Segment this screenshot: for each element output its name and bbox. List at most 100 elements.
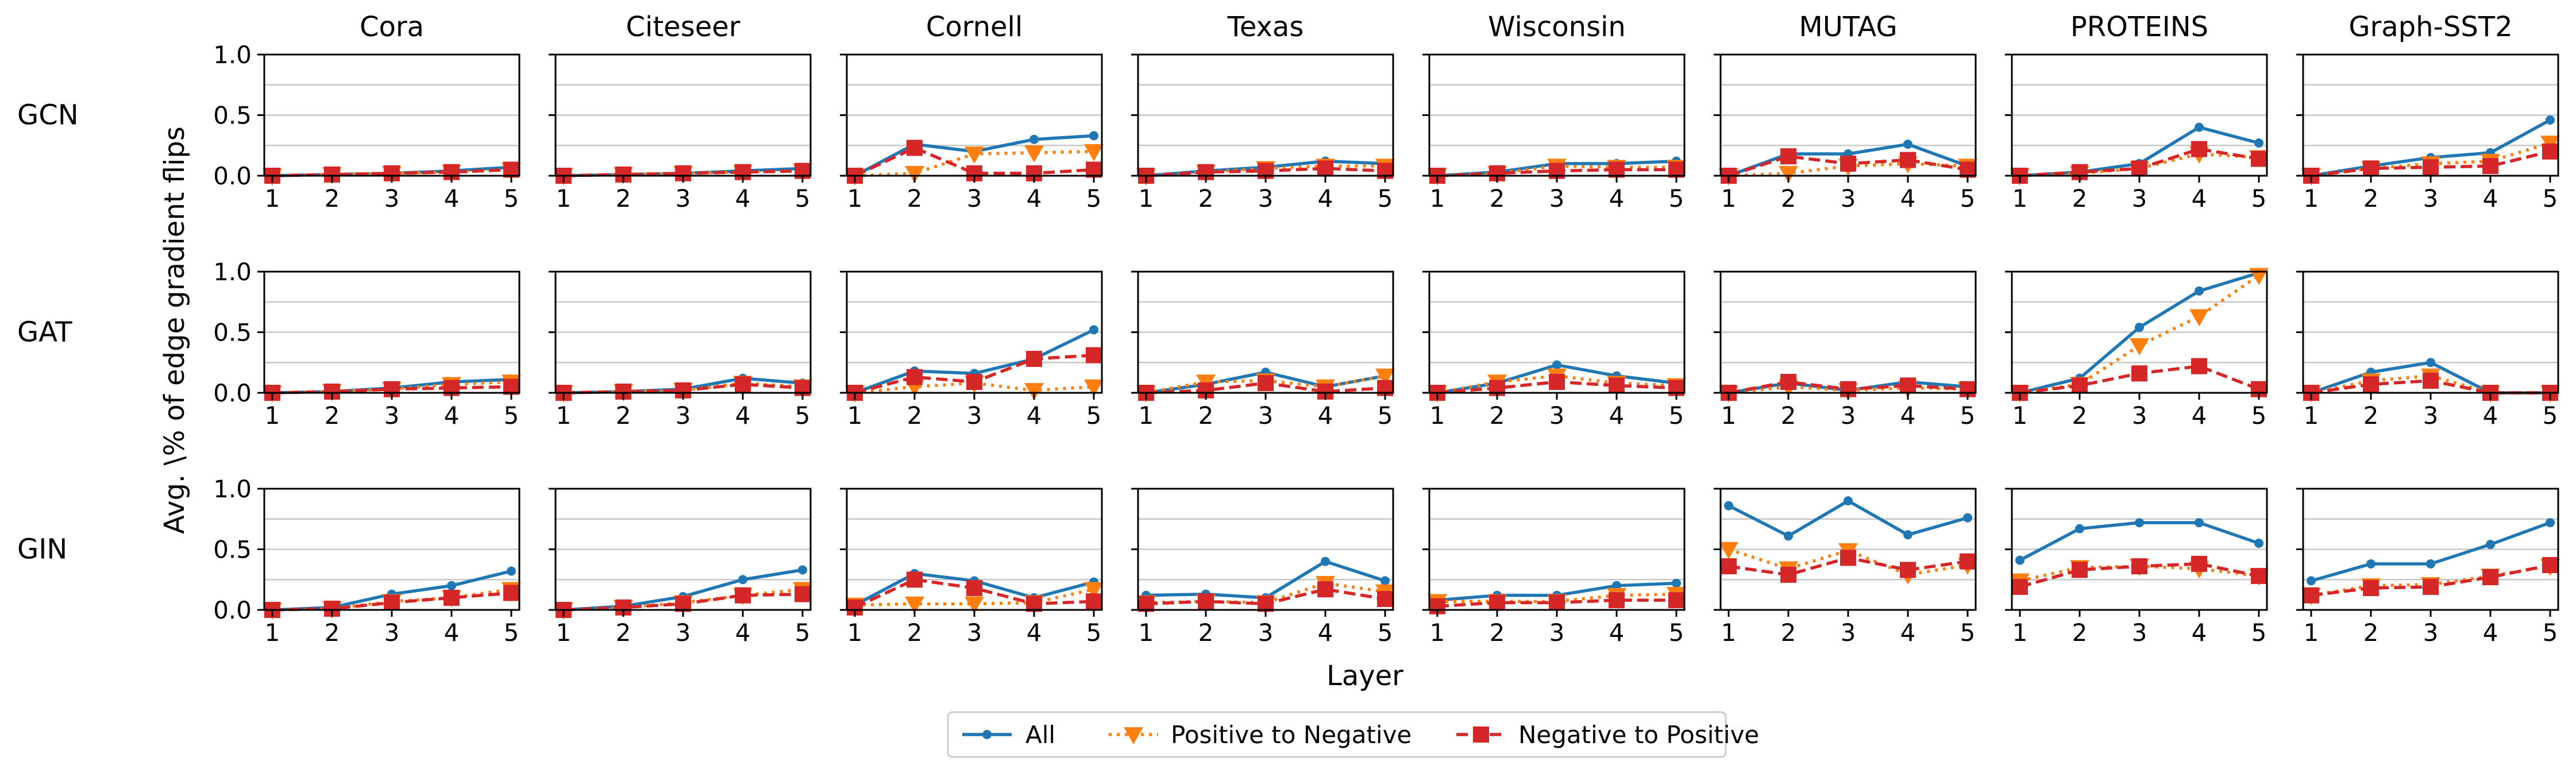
x-tick-label: 3 — [1841, 619, 1856, 647]
x-tick-label: 4 — [1027, 184, 1042, 212]
x-tick-label: 5 — [2543, 184, 2558, 212]
series-line-positive-to-negative — [1728, 547, 1968, 577]
data-point-all — [1089, 131, 1098, 141]
data-point-positive-to-negative — [1024, 145, 1044, 163]
legend-box — [947, 711, 1727, 758]
x-tick-label: 1 — [2304, 619, 2319, 647]
x-tick-label: 5 — [2543, 401, 2558, 430]
x-tick-label: 2 — [325, 401, 340, 430]
series-line-negative-to-positive — [854, 146, 1094, 177]
data-point-positive-to-negative — [1084, 144, 1104, 161]
x-tick-label: 4 — [735, 184, 751, 212]
x-tick-label: 5 — [1378, 401, 1393, 430]
row-label-gcn: GCN — [17, 99, 79, 132]
legend-item-negative-to-positive: Negative to Positive — [1456, 721, 1759, 749]
data-point-negative-to-positive — [1377, 591, 1393, 608]
data-point-negative-to-positive — [2482, 158, 2498, 175]
data-point-all — [1672, 578, 1681, 588]
subplot-gat-texas: 1 2 3 4 5 — [1131, 270, 1395, 430]
x-tick-label: 3 — [1549, 184, 1565, 212]
data-point-negative-to-positive — [2131, 365, 2147, 382]
data-point-negative-to-positive — [2363, 580, 2379, 597]
x-tick-label: 2 — [1198, 619, 1214, 647]
subplot-gat-citeseer: 1 2 3 4 5 — [549, 270, 812, 430]
data-point-negative-to-positive — [2423, 578, 2439, 595]
x-tick-label: 1 — [265, 401, 280, 430]
data-point-positive-to-negative — [965, 146, 984, 164]
x-tick-label: 5 — [2251, 184, 2267, 212]
x-tick-label: 2 — [1781, 619, 1796, 647]
x-tick-label: 1 — [2012, 184, 2028, 212]
legend-item-all: All — [962, 721, 1055, 749]
legend-marker — [1124, 727, 1143, 744]
x-tick-label: 2 — [1781, 401, 1796, 430]
data-point-positive-to-negative — [1375, 368, 1395, 386]
data-point-negative-to-positive — [1960, 553, 1976, 570]
y-tick-label: 1.0 — [213, 41, 252, 69]
data-point-all — [1380, 576, 1390, 586]
x-tick-label: 5 — [1086, 184, 1102, 212]
x-tick-label: 5 — [504, 401, 519, 430]
data-point-negative-to-positive — [2012, 578, 2028, 595]
column-title: MUTAG — [1799, 11, 1897, 43]
data-point-positive-to-negative — [965, 596, 984, 614]
x-tick-label: 1 — [265, 184, 280, 212]
x-tick-label: 1 — [1430, 619, 1445, 647]
data-point-all — [1784, 531, 1793, 541]
x-tick-label: 3 — [2423, 401, 2439, 430]
x-tick-label: 4 — [1318, 401, 1333, 430]
x-tick-label: 3 — [676, 184, 691, 212]
subplot-gcn-graph-sst2: 1 2 3 4 5 Graph-SST2 — [2296, 11, 2560, 212]
x-tick-label: 2 — [1198, 184, 1214, 212]
x-tick-label: 5 — [1669, 401, 1684, 430]
data-point-negative-to-positive — [1489, 594, 1505, 611]
data-point-negative-to-positive — [2482, 569, 2498, 586]
x-tick-label: 5 — [2251, 619, 2267, 647]
data-point-all — [2195, 122, 2204, 132]
subplot-gcn-cornell: 1 2 3 4 5 Cornell — [840, 11, 1104, 212]
data-point-negative-to-positive — [1668, 592, 1684, 609]
x-tick-label: 1 — [2012, 619, 2028, 647]
x-tick-label: 2 — [1781, 184, 1796, 212]
y-tick-label: 1.0 — [213, 258, 252, 286]
column-title: Wisconsin — [1488, 11, 1626, 43]
data-point-negative-to-positive — [2423, 159, 2439, 176]
x-tick-label: 5 — [1669, 184, 1684, 212]
series-line-positive-to-negative — [1146, 374, 1386, 395]
x-tick-label: 2 — [325, 184, 340, 212]
x-tick-label: 4 — [2483, 401, 2498, 430]
series-line-positive-to-negative — [1146, 581, 1386, 605]
legend-label: Negative to Positive — [1518, 721, 1759, 749]
subplot-gcn-cora: 1 2 3 4 5 0.0 0.5 1.0 Cora — [213, 11, 521, 212]
x-tick-label: 2 — [2363, 619, 2379, 647]
data-point-negative-to-positive — [735, 587, 751, 604]
x-tick-label: 3 — [676, 401, 691, 430]
data-point-negative-to-positive — [2072, 377, 2088, 394]
x-tick-label: 5 — [1960, 619, 1976, 647]
x-tick-label: 4 — [1027, 401, 1042, 430]
x-tick-label: 1 — [847, 184, 863, 212]
data-point-negative-to-positive — [2251, 150, 2267, 167]
x-tick-label: 3 — [1549, 619, 1565, 647]
data-point-positive-to-negative — [1084, 379, 1104, 397]
legend-marker — [1473, 726, 1489, 743]
x-tick-label: 1 — [2304, 401, 2319, 430]
data-point-negative-to-positive — [2363, 376, 2379, 393]
x-tick-label: 4 — [1609, 184, 1625, 212]
data-point-negative-to-positive — [1900, 377, 1916, 394]
subplot-gat-cornell: 1 2 3 4 5 — [840, 270, 1104, 430]
x-tick-label: 5 — [2251, 401, 2267, 430]
data-point-negative-to-positive — [966, 374, 982, 391]
x-tick-label: 2 — [1490, 401, 1505, 430]
data-point-negative-to-positive — [1198, 593, 1214, 610]
x-tick-label: 1 — [1139, 401, 1154, 430]
data-point-negative-to-positive — [1086, 593, 1102, 610]
data-point-negative-to-positive — [907, 571, 923, 588]
x-tick-label: 3 — [1841, 184, 1856, 212]
y-tick-label: 0.0 — [213, 596, 252, 624]
y-tick-label: 0.0 — [213, 162, 252, 190]
x-tick-label: 5 — [1378, 619, 1393, 647]
column-title: Cora — [360, 11, 424, 43]
data-point-all — [1029, 134, 1039, 144]
x-tick-label: 2 — [907, 619, 923, 647]
